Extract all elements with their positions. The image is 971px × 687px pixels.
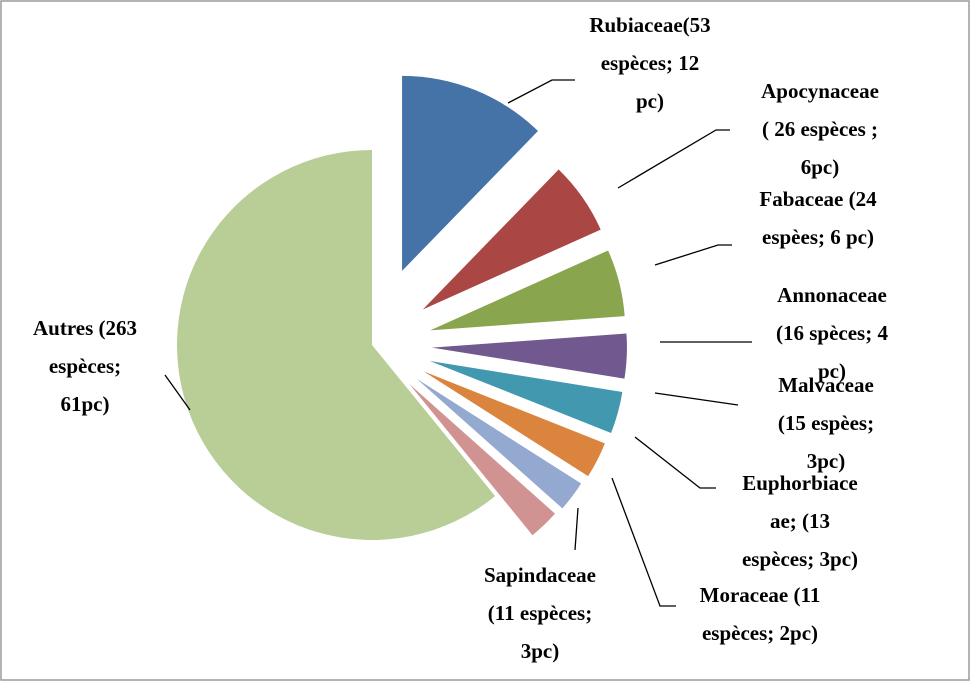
leader-line bbox=[634, 436, 716, 489]
slice-label: Apocynaceae ( 26 espèces ; 6pc) bbox=[761, 79, 879, 179]
slice-label-line: Autres (263 bbox=[33, 316, 137, 340]
slice-label-line: pc) bbox=[818, 359, 846, 383]
slice-label-line: 6pc) bbox=[801, 155, 840, 179]
slice-label-line: (15 espèes; bbox=[778, 411, 874, 435]
slice-label-line: Euphorbiace bbox=[742, 471, 858, 495]
slice-label-line: espèces; 12 bbox=[601, 51, 700, 75]
slice-label-line: Moraceae (11 bbox=[700, 583, 821, 607]
pie-slice bbox=[430, 250, 625, 331]
leader-line bbox=[574, 507, 579, 551]
slice-label-line: (16 spèces; 4 bbox=[776, 321, 888, 345]
slice-label-line: espèces; bbox=[49, 354, 121, 378]
slice-label: Sapindaceae (11 espèces; 3pc) bbox=[484, 563, 596, 663]
slice-label-line: Sapindaceae bbox=[484, 563, 596, 587]
slice-label-line: Annonaceae bbox=[777, 283, 887, 307]
slice-label-line: espèes; 6 pc) bbox=[762, 225, 874, 249]
leader-line bbox=[654, 244, 732, 266]
pie-slice bbox=[402, 75, 538, 271]
leader-line bbox=[164, 374, 191, 411]
leader-line bbox=[611, 477, 676, 607]
slice-label-line: Malvaceae bbox=[778, 373, 874, 397]
slice-label-line: pc) bbox=[636, 89, 664, 113]
slice-label: Euphorbiace ae; (13 espèces; 3pc) bbox=[742, 471, 858, 571]
slice-label: Rubiaceae(53 espèces; 12 pc) bbox=[589, 13, 710, 113]
slice-label: Fabaceae (24 espèes; 6 pc) bbox=[759, 187, 877, 249]
slice-label-line: 3pc) bbox=[807, 449, 846, 473]
slice-label-line: Rubiaceae(53 bbox=[589, 13, 710, 37]
pie-slice bbox=[177, 150, 496, 540]
pie-slice bbox=[431, 333, 627, 379]
slice-label-line: 3pc) bbox=[521, 639, 560, 663]
slice-label-line: espèces; 2pc) bbox=[702, 621, 818, 645]
slice-label-line: (11 espèces; bbox=[488, 601, 592, 625]
pie-slice bbox=[422, 169, 601, 310]
slice-label-line: Apocynaceae bbox=[761, 79, 879, 103]
slice-label: Malvaceae (15 espèes; 3pc) bbox=[778, 373, 874, 473]
slice-label-line: ae; (13 bbox=[770, 509, 830, 533]
pie-slice bbox=[409, 384, 556, 536]
pie-slice bbox=[416, 378, 582, 509]
slice-label: Moraceae (11 espèces; 2pc) bbox=[700, 583, 821, 645]
slice-label-line: ( 26 espèces ; bbox=[762, 117, 878, 141]
leader-line bbox=[617, 129, 730, 189]
slice-label-line: 61pc) bbox=[61, 392, 110, 416]
slice-label: Autres (263 espèces; 61pc) bbox=[33, 316, 137, 416]
leader-line bbox=[507, 79, 575, 104]
slice-label-line: espèces; 3pc) bbox=[742, 547, 858, 571]
pie-slice bbox=[429, 360, 623, 433]
pie-slice bbox=[423, 371, 605, 477]
slice-label-line: Fabaceae (24 bbox=[759, 187, 877, 211]
slice-label: Annonaceae (16 spèces; 4 pc) bbox=[776, 283, 888, 383]
leader-line bbox=[654, 392, 739, 406]
